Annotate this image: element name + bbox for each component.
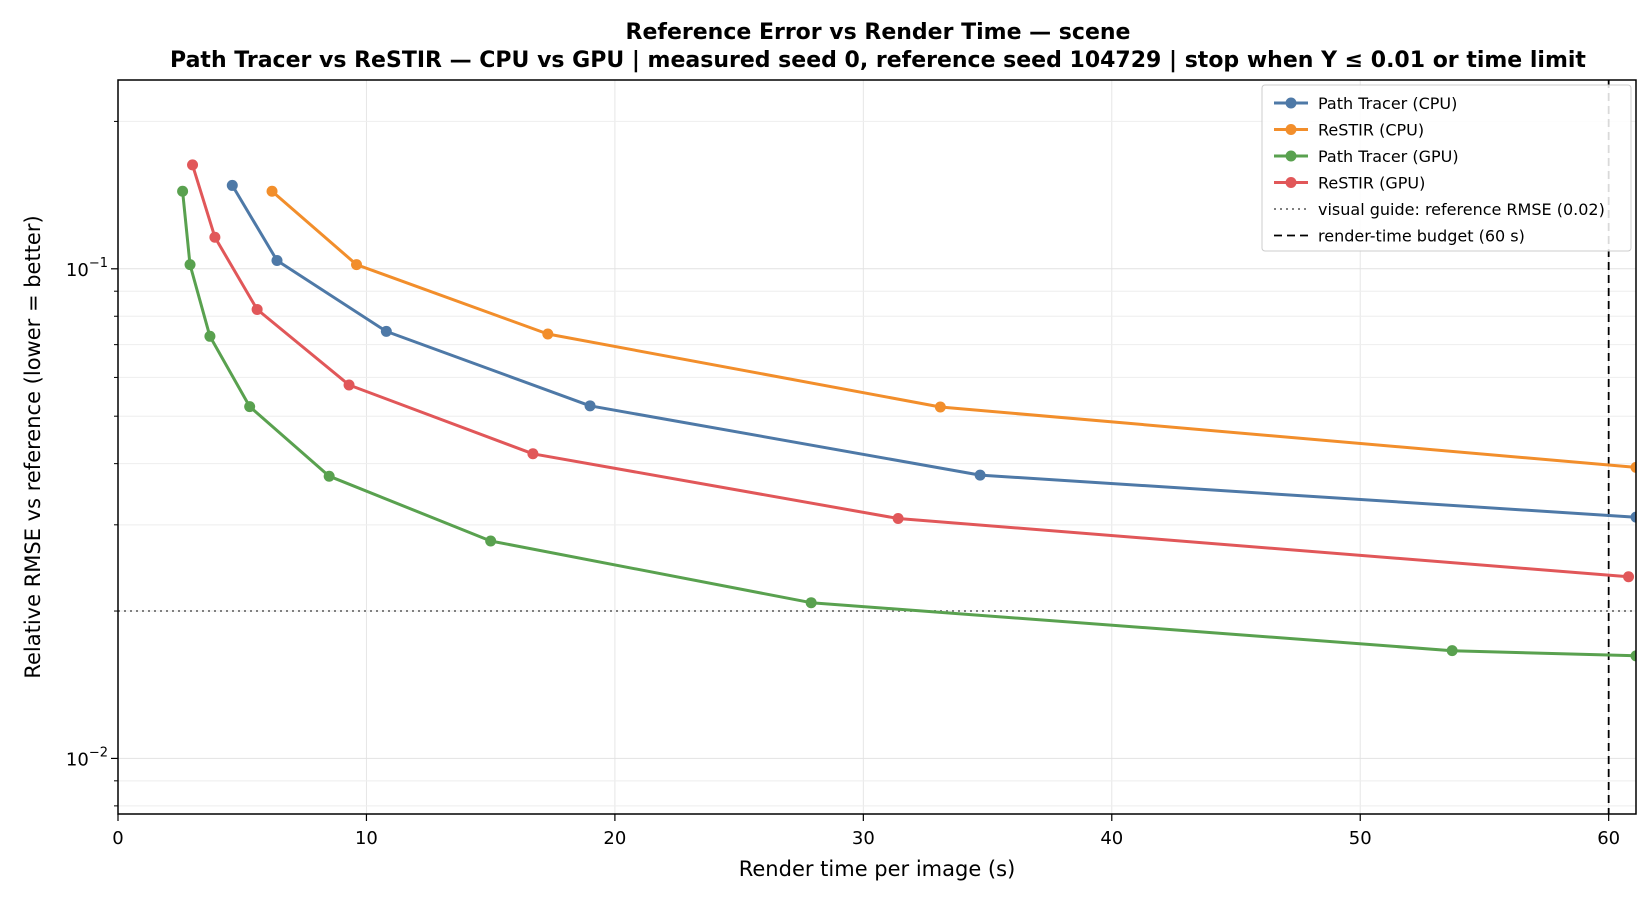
legend-marker	[1285, 177, 1297, 188]
y-axis: 10−2 10−1	[66, 120, 118, 807]
data-point	[1630, 650, 1636, 662]
data-point	[323, 470, 335, 482]
data-point	[584, 400, 596, 412]
series-line	[231, 184, 1636, 519]
data-point	[892, 513, 904, 525]
legend-marker	[1285, 150, 1297, 162]
y-tick-label: 10−2	[66, 745, 108, 770]
data-point	[485, 535, 497, 547]
legend-label: ReSTIR (CPU)	[1318, 121, 1424, 140]
data-point	[380, 325, 392, 337]
data-point	[266, 185, 278, 197]
y-tick-label: 10−1	[66, 256, 108, 281]
data-point	[805, 597, 817, 609]
chart-title: Reference Error vs Render Time — scene	[626, 20, 1131, 45]
data-point	[542, 328, 554, 340]
x-tick-label: 0	[112, 828, 123, 849]
x-tick-label: 10	[355, 828, 378, 849]
legend-label: Path Tracer (CPU)	[1318, 94, 1457, 113]
legend-box	[1261, 84, 1632, 252]
plot-frame	[117, 79, 1637, 815]
x-tick-label: 60	[1597, 828, 1620, 849]
series-1	[266, 185, 1636, 473]
x-tick-label: 40	[1100, 828, 1123, 849]
x-tick-label: 30	[852, 828, 875, 849]
data-point	[1623, 571, 1635, 583]
data-point	[974, 469, 986, 481]
legend-label: ReSTIR (GPU)	[1318, 174, 1425, 193]
legend-marker	[1285, 97, 1297, 109]
series-0	[226, 179, 1636, 523]
data-point	[527, 448, 539, 460]
data-point	[177, 185, 189, 197]
legend: Path Tracer (CPU) ReSTIR (CPU) Path Tracer…	[1261, 84, 1632, 252]
legend-label: Path Tracer (GPU)	[1318, 147, 1459, 166]
data-point	[244, 401, 256, 413]
data-point	[226, 179, 238, 191]
x-axis: 0 10 20 30 40 50 60	[112, 814, 1620, 849]
data-point	[1446, 645, 1458, 657]
data-point	[251, 303, 263, 315]
data-point	[1630, 461, 1636, 473]
series-group	[177, 159, 1636, 662]
data-point	[934, 401, 946, 413]
x-tick-label: 20	[603, 828, 626, 849]
data-point	[343, 379, 355, 391]
y-axis-label: Relative RMSE vs reference (lower = bett…	[21, 215, 45, 678]
x-tick-label: 50	[1349, 828, 1372, 849]
data-point	[184, 259, 196, 271]
chart-subtitle: Path Tracer vs ReSTIR — CPU vs GPU | mea…	[170, 48, 1586, 73]
data-point	[209, 231, 221, 243]
legend-label: render-time budget (60 s)	[1318, 227, 1525, 246]
x-axis-label: Render time per image (s)	[739, 857, 1016, 881]
data-point	[351, 259, 363, 271]
data-point	[271, 254, 283, 266]
data-point	[187, 159, 199, 171]
legend-marker	[1285, 124, 1297, 135]
data-point	[1630, 511, 1636, 523]
data-point	[204, 330, 216, 342]
legend-label: visual guide: reference RMSE (0.02)	[1318, 200, 1605, 219]
series-3	[187, 159, 1635, 583]
series-2	[177, 185, 1636, 662]
